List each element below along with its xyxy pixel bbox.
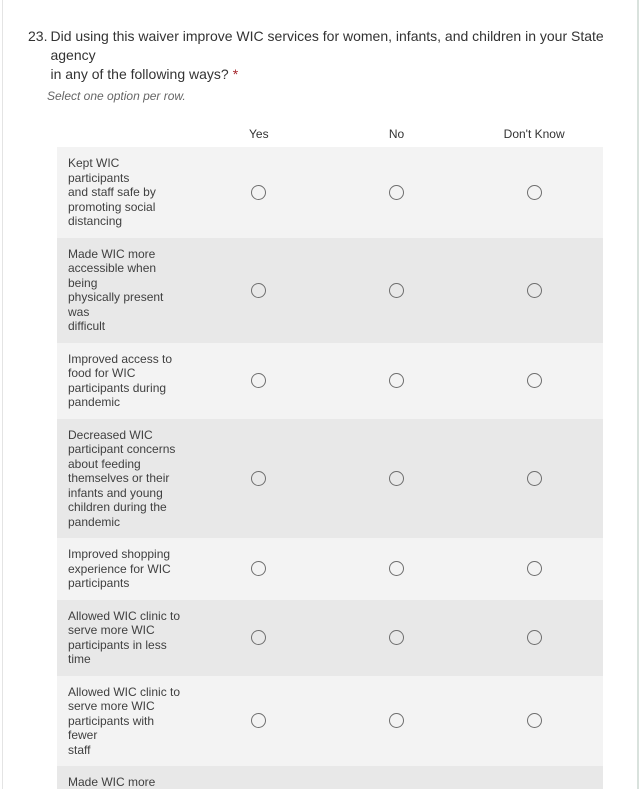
option-cell-yes xyxy=(190,538,328,600)
matrix-header-row: Yes No Don't Know xyxy=(57,120,603,147)
option-cell-yes xyxy=(190,147,328,238)
row-label: Decreased WIC participant concerns about… xyxy=(68,427,176,529)
option-cell-dont-know xyxy=(465,676,603,767)
column-header-dont-know: Don't Know xyxy=(503,126,565,141)
option-cell-no xyxy=(328,538,466,600)
question-text: Did using this waiver improve WIC servic… xyxy=(50,28,604,82)
row-label: Allowed WIC clinic to serve more WIC par… xyxy=(68,684,181,757)
option-cell-dont-know xyxy=(465,766,603,789)
radio-row1-yes[interactable] xyxy=(251,184,267,200)
question-title: 23. Did using this waiver improve WIC se… xyxy=(28,27,642,84)
radio-row5-no[interactable] xyxy=(388,561,404,577)
radio-row4-no[interactable] xyxy=(388,470,404,486)
required-asterisk: * xyxy=(232,66,239,82)
radio-row3-dont-know[interactable] xyxy=(526,373,542,388)
radio-row1-dont-know[interactable] xyxy=(526,184,542,200)
option-cell-yes xyxy=(190,600,328,676)
question-number: 23. xyxy=(28,28,48,44)
option-cell-dont-know xyxy=(465,147,603,238)
page-right-border xyxy=(637,0,639,789)
radio-row2-dont-know[interactable] xyxy=(526,282,542,298)
row-label-cell: Made WIC more convenient for WIC partici… xyxy=(57,766,190,789)
row-label-cell: Made WIC more accessible when being phys… xyxy=(57,238,190,343)
table-row-4: Decreased WIC participant concerns about… xyxy=(57,418,603,539)
radio-row4-yes[interactable] xyxy=(251,470,267,486)
row-label: Improved shopping experience for WIC par… xyxy=(68,547,171,590)
option-cell-yes xyxy=(190,419,328,539)
matrix-body: Kept WIC participants and staff safe by … xyxy=(57,147,603,789)
option-cell-no xyxy=(328,238,466,343)
option-cell-dont-know xyxy=(465,600,603,676)
radio-row1-no[interactable] xyxy=(388,184,404,200)
row-label: Improved access to food for WIC particip… xyxy=(68,351,173,410)
option-cell-no xyxy=(328,676,466,767)
row-label-cell: Kept WIC participants and staff safe by … xyxy=(57,147,190,238)
question-text-wrap: Did using this waiver improve WIC servic… xyxy=(50,27,622,84)
radio-row7-dont-know[interactable] xyxy=(526,713,542,729)
radio-row5-yes[interactable] xyxy=(251,561,267,577)
page-left-border xyxy=(2,0,3,789)
option-cell-no xyxy=(328,600,466,676)
option-cell-no xyxy=(328,343,466,419)
option-cell-no xyxy=(328,766,466,789)
radio-row3-no[interactable] xyxy=(388,373,404,388)
row-label-cell: Decreased WIC participant concerns about… xyxy=(57,419,190,539)
radio-row7-no[interactable] xyxy=(388,713,404,729)
radio-row6-dont-know[interactable] xyxy=(526,630,542,645)
row-label: Made WIC more convenient for WIC partici… xyxy=(68,775,156,789)
row-label-cell: Improved shopping experience for WIC par… xyxy=(57,538,190,600)
radio-row2-no[interactable] xyxy=(388,282,404,298)
matrix-table: Yes No Don't Know Kept WIC participants … xyxy=(57,120,603,789)
row-label-cell: Allowed WIC clinic to serve more WIC par… xyxy=(57,600,190,676)
table-row-2: Made WIC more accessible when being phys… xyxy=(57,237,603,343)
option-cell-dont-know xyxy=(465,343,603,419)
table-row-6: Allowed WIC clinic to serve more WIC par… xyxy=(57,599,603,676)
option-cell-dont-know xyxy=(465,238,603,343)
option-cell-yes xyxy=(190,238,328,343)
table-row-1: Kept WIC participants and staff safe by … xyxy=(57,147,603,238)
option-cell-dont-know xyxy=(465,538,603,600)
row-label: Allowed WIC clinic to serve more WIC par… xyxy=(68,608,181,667)
option-cell-yes xyxy=(190,343,328,419)
table-row-7: Allowed WIC clinic to serve more WIC par… xyxy=(57,675,603,767)
row-label-cell: Improved access to food for WIC particip… xyxy=(57,343,190,419)
row-label: Kept WIC participants and staff safe by … xyxy=(68,156,156,228)
question-instruction: Select one option per row. xyxy=(47,89,186,103)
radio-row5-dont-know[interactable] xyxy=(526,561,542,577)
radio-row6-no[interactable] xyxy=(388,630,404,645)
row-label-cell: Allowed WIC clinic to serve more WIC par… xyxy=(57,676,190,767)
option-cell-yes xyxy=(190,766,328,789)
option-cell-dont-know xyxy=(465,419,603,539)
radio-row3-yes[interactable] xyxy=(251,373,267,388)
radio-row6-yes[interactable] xyxy=(251,630,267,645)
column-header-no: No xyxy=(388,126,405,141)
option-cell-no xyxy=(328,147,466,238)
table-row-5: Improved shopping experience for WIC par… xyxy=(57,538,603,600)
row-label: Made WIC more accessible when being phys… xyxy=(68,246,164,334)
radio-row4-dont-know[interactable] xyxy=(526,470,542,486)
radio-row7-yes[interactable] xyxy=(251,713,267,729)
option-cell-yes xyxy=(190,676,328,767)
table-row-3: Improved access to food for WIC particip… xyxy=(57,342,603,419)
column-header-yes: Yes xyxy=(249,126,269,141)
option-cell-no xyxy=(328,419,466,539)
table-row-8: Made WIC more convenient for WIC partici… xyxy=(57,766,603,789)
radio-row2-yes[interactable] xyxy=(251,282,267,298)
